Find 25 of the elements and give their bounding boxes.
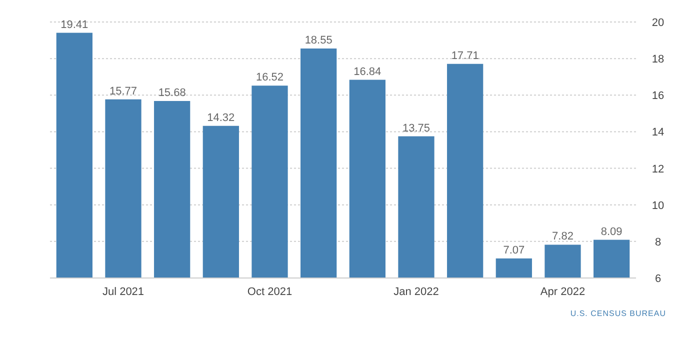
x-tick-label: Oct 2021 — [247, 286, 292, 298]
data-label: 19.41 — [60, 18, 88, 31]
data-label: 14.32 — [207, 112, 235, 124]
data-label: 13.75 — [402, 122, 430, 134]
x-tick-label: Jan 2022 — [394, 286, 439, 298]
data-label: 7.07 — [503, 244, 525, 256]
data-label: 18.55 — [304, 34, 332, 47]
x-tick-label: Apr 2022 — [540, 286, 586, 298]
data-label: 16.52 — [256, 72, 284, 84]
y-tick-label: 10 — [652, 200, 664, 212]
y-tick-label: 16 — [652, 90, 664, 102]
y-tick-label: 14 — [652, 126, 664, 139]
text: U.S. CENSUS BUREAU — [570, 309, 666, 318]
data-label: 16.84 — [354, 66, 382, 78]
y-tick-label: 6 — [654, 273, 662, 285]
y-tick-label: 8 — [654, 236, 662, 248]
data-label: 7.82 — [552, 230, 574, 243]
x-tick-label: Jul 2021 — [102, 286, 144, 298]
data-label: 17.71 — [451, 50, 479, 62]
y-tick-label: 12 — [652, 163, 664, 176]
data-label: 15.77 — [109, 85, 138, 98]
data-label: 8.09 — [600, 226, 622, 238]
y-tick-label: 18 — [652, 54, 664, 66]
data-label: 15.68 — [158, 86, 186, 99]
y-tick-label: 20 — [652, 17, 664, 29]
